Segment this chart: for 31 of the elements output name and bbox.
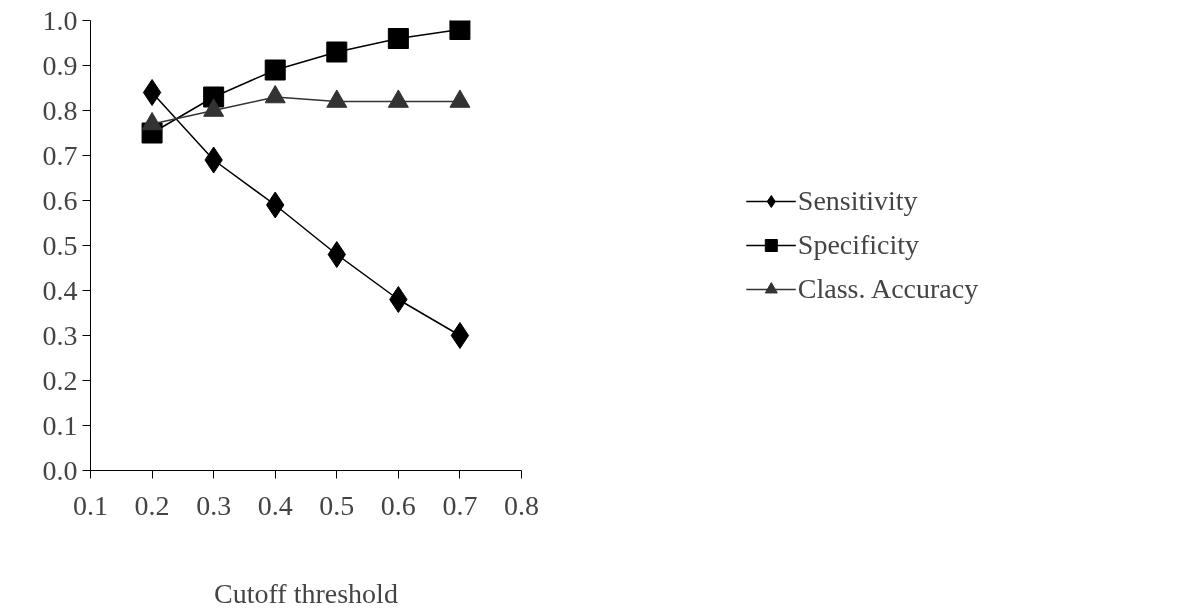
point (326, 41, 348, 63)
y-tick-label: 0.8 (42, 94, 78, 126)
y-tick-label: 0.7 (42, 139, 78, 171)
x-tick-label: 0.8 (504, 489, 539, 521)
x-tick-label: 0.6 (380, 489, 416, 521)
y-tick-label: 0.5 (42, 229, 78, 261)
point (264, 59, 286, 81)
x-axis-title: Cutoff threshold (214, 577, 398, 609)
y-tick-label: 0.1 (42, 409, 78, 441)
y-tick-label: 1.0 (42, 4, 78, 36)
point (450, 322, 470, 349)
legend-label: Specificity (797, 229, 920, 261)
x-tick-label: 0.3 (196, 489, 232, 521)
y-tick-label: 0.0 (42, 454, 78, 486)
y-tick-label: 0.6 (42, 184, 78, 216)
x-tick-label: 0.5 (319, 489, 355, 521)
point (389, 286, 408, 313)
point (449, 20, 471, 40)
legend-label: Sensitivity (797, 185, 918, 217)
y-tick-label: 0.4 (42, 274, 78, 306)
x-tick-label: 0.4 (257, 489, 293, 521)
y-tick-label: 0.9 (42, 49, 78, 81)
x-tick-label: 0.1 (73, 489, 108, 521)
point (387, 28, 409, 49)
y-tick-label: 0.3 (42, 319, 78, 351)
point (327, 241, 346, 268)
legend-label: Class. Accuracy (797, 273, 979, 305)
y-tick-label: 0.2 (42, 364, 78, 396)
x-tick-label: 0.2 (134, 489, 170, 521)
x-tick-label: 0.7 (442, 489, 478, 521)
point (142, 79, 162, 106)
